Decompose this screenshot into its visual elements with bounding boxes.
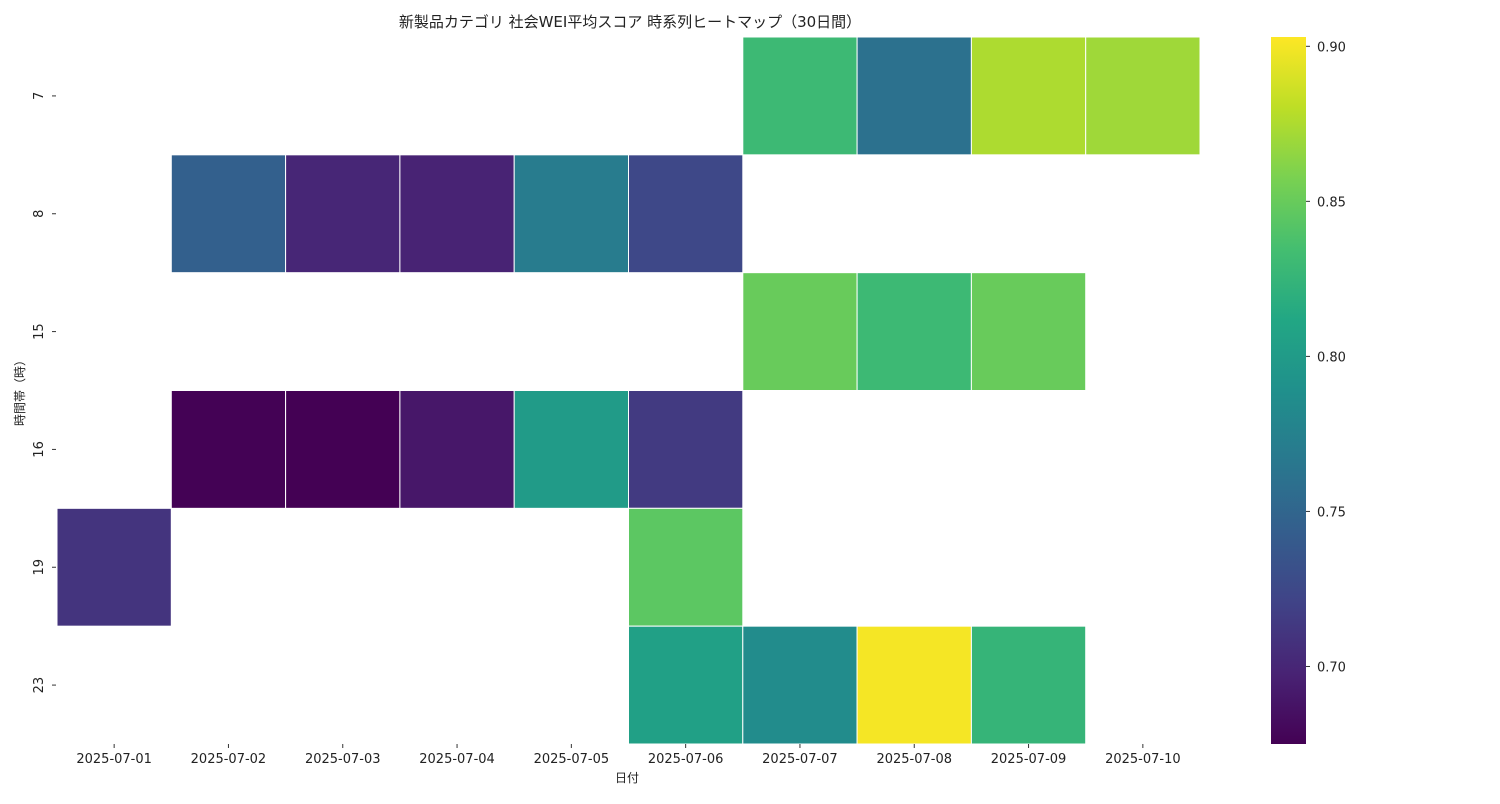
- heatmap-cell: [285, 390, 401, 509]
- heatmap-cell: [513, 390, 630, 509]
- heatmap-cell: [56, 507, 172, 627]
- heatmap-cell: [399, 154, 515, 274]
- heatmap-cell: [170, 154, 287, 274]
- heatmap-cell: [1085, 36, 1201, 156]
- y-axis-ticks: 7 8 15 16 19 23: [32, 92, 56, 694]
- colorbar-tick-label: 0.70: [1317, 660, 1346, 675]
- colorbar-tick-label: 0.90: [1317, 40, 1346, 55]
- x-tick-label: 2025-07-06: [648, 752, 724, 767]
- y-tick-label: 16: [32, 441, 47, 458]
- x-tick-label: 2025-07-02: [191, 752, 267, 767]
- heatmap-cells: [56, 36, 1201, 745]
- y-tick-label: 19: [32, 559, 47, 576]
- x-tick-label: 2025-07-08: [876, 752, 952, 767]
- heatmap-cell: [285, 154, 401, 274]
- heatmap-cell: [170, 390, 287, 509]
- heatmap-cell: [742, 36, 858, 156]
- heatmap-cell: [628, 390, 744, 509]
- x-tick-label: 2025-07-09: [991, 752, 1067, 767]
- heatmap-cell: [628, 507, 744, 627]
- colorbar-tick-label: 0.80: [1317, 350, 1346, 365]
- chart-title: 新製品カテゴリ 社会WEI平均スコア 時系列ヒートマップ（30日間）: [399, 13, 861, 31]
- colorbar-tick-label: 0.75: [1317, 505, 1346, 520]
- heatmap-cell: [399, 390, 515, 509]
- x-tick-label: 2025-07-05: [534, 752, 610, 767]
- colorbar-ticks: 0.70 0.75 0.80 0.85 0.90: [1306, 40, 1346, 675]
- x-tick-label: 2025-07-04: [419, 752, 495, 767]
- heatmap-cell: [856, 36, 972, 156]
- colorbar: 0.70 0.75 0.80 0.85 0.90: [1271, 37, 1346, 744]
- x-tick-label: 2025-07-10: [1105, 752, 1181, 767]
- heatmap-cell: [970, 36, 1087, 156]
- y-axis-label: 時間帯（時）: [13, 354, 27, 426]
- heatmap-cell: [856, 625, 972, 745]
- colorbar-gradient: [1271, 37, 1306, 744]
- y-tick-label: 7: [32, 92, 47, 100]
- y-tick-label: 15: [32, 323, 47, 340]
- x-tick-label: 2025-07-03: [305, 752, 381, 767]
- heatmap-cell: [856, 272, 972, 391]
- y-tick-label: 8: [32, 210, 47, 218]
- colorbar-tick-label: 0.85: [1317, 195, 1346, 210]
- heatmap-cell: [970, 625, 1087, 745]
- heatmap-cell: [742, 272, 858, 391]
- x-axis-ticks: 2025-07-01 2025-07-02 2025-07-03 2025-07-04…: [76, 744, 1181, 767]
- heatmap-cell: [742, 625, 858, 745]
- heatmap-cell: [628, 625, 744, 745]
- heatmap-cell: [970, 272, 1087, 391]
- y-tick-label: 23: [32, 677, 47, 694]
- heatmap-cell: [513, 154, 630, 274]
- x-axis-label: 日付: [615, 771, 639, 785]
- heatmap-cell: [628, 154, 744, 274]
- x-tick-label: 2025-07-01: [76, 752, 152, 767]
- x-tick-label: 2025-07-07: [762, 752, 838, 767]
